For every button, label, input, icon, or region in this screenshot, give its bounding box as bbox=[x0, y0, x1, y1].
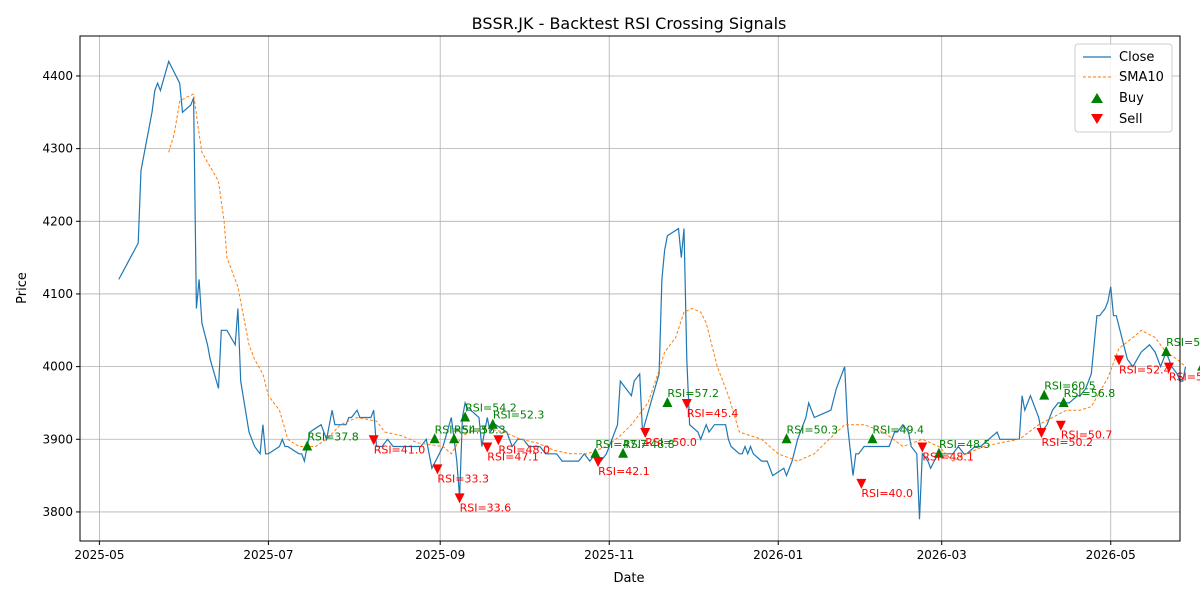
x-axis-ticks: 2025-05 2025-07 2025-09 2025-11 2026-01 2026-… bbox=[74, 541, 1136, 562]
buy-marker bbox=[1058, 396, 1069, 407]
buy-annotation: RSI=48.8 bbox=[623, 438, 675, 451]
buy-marker bbox=[662, 396, 673, 407]
legend-sell-marker bbox=[1091, 114, 1103, 124]
sell-marker bbox=[368, 435, 379, 446]
y-tick-label: 4000 bbox=[42, 360, 73, 374]
sell-marker bbox=[1055, 420, 1066, 431]
buy-annotation: RSI=57.2 bbox=[667, 387, 719, 400]
buy-marker bbox=[618, 447, 629, 458]
close-line bbox=[118, 59, 1187, 520]
legend: Close SMA10 Buy Sell bbox=[1074, 43, 1173, 133]
buy-annotation: RSI=60.5 bbox=[1044, 380, 1096, 393]
buy-annotation: RSI=37.8 bbox=[307, 431, 359, 444]
x-axis-label: Date bbox=[613, 571, 644, 586]
buy-marker bbox=[487, 418, 498, 429]
legend-close-label: Close bbox=[1119, 50, 1154, 65]
x-tick-label: 2025-07 bbox=[243, 548, 293, 562]
x-tick-label: 2026-03 bbox=[917, 548, 967, 562]
x-tick-label: 2025-11 bbox=[584, 548, 634, 562]
buy-marker bbox=[449, 433, 460, 444]
sell-marker bbox=[856, 478, 867, 489]
x-tick-label: 2025-09 bbox=[415, 548, 465, 562]
sell-annotation: RSI=33.6 bbox=[460, 501, 512, 514]
x-tick-label: 2026-05 bbox=[1086, 548, 1136, 562]
buy-marker bbox=[867, 433, 878, 444]
legend-box bbox=[1074, 43, 1173, 133]
sell-marker bbox=[917, 442, 928, 453]
sell-annotation: RSI=42.1 bbox=[598, 465, 650, 478]
y-tick-label: 4300 bbox=[42, 142, 73, 156]
sell-marker bbox=[593, 457, 604, 468]
y-axis-label: Price bbox=[15, 272, 30, 304]
buy-annotation: RSI=48.5 bbox=[939, 438, 991, 451]
sell-marker bbox=[1114, 355, 1125, 366]
sell-annotation: RSI=47.1 bbox=[487, 451, 539, 464]
sell-marker bbox=[1163, 362, 1174, 373]
buy-annotation: RSI=54.2 bbox=[465, 401, 517, 414]
buy-annotation: RSI=54.3 bbox=[435, 423, 487, 436]
chart-title: BSSR.JK - Backtest RSI Crossing Signals bbox=[472, 14, 787, 33]
plot-frame bbox=[79, 35, 1181, 542]
plot-lines bbox=[118, 59, 1187, 520]
sell-annotation: RSI=48.0 bbox=[498, 443, 550, 456]
y-tick-label: 4100 bbox=[42, 287, 73, 301]
y-axis-ticks: 3800 3900 4000 4100 4200 4300 4400 bbox=[42, 69, 80, 519]
buy-marker bbox=[781, 433, 792, 444]
sell-annotation: RSI=50.2 bbox=[1041, 436, 1093, 449]
sell-annotation: RSI=50.1 bbox=[1169, 371, 1200, 384]
buy-marker bbox=[590, 447, 601, 458]
sell-marker bbox=[432, 464, 443, 475]
legend-buy-marker bbox=[1091, 93, 1103, 103]
legend-buy-label: Buy bbox=[1119, 91, 1144, 106]
sell-annotation: RSI=41.0 bbox=[374, 443, 426, 456]
buy-annotation: RSI=47.7 bbox=[595, 438, 647, 451]
sell-marker bbox=[454, 493, 465, 504]
sell-marker bbox=[1036, 428, 1047, 439]
sell-marker bbox=[640, 428, 651, 439]
buy-annotation: RSI=50.3 bbox=[787, 423, 839, 436]
sell-annotation: RSI=40.0 bbox=[861, 487, 913, 500]
buy-marker bbox=[429, 433, 440, 444]
legend-sma10-label: SMA10 bbox=[1119, 70, 1164, 85]
buy-marker bbox=[302, 440, 313, 451]
buy-annotation: RSI=55.8 bbox=[1166, 336, 1200, 349]
buy-annotation: RSI=56.8 bbox=[1064, 387, 1116, 400]
y-tick-label: 4400 bbox=[42, 69, 73, 83]
buy-annotation: RSI=53.3 bbox=[454, 423, 506, 436]
sell-marker bbox=[482, 442, 493, 453]
x-tick-label: 2025-05 bbox=[74, 548, 124, 562]
buy-marker bbox=[1039, 389, 1050, 400]
sell-annotation: RSI=48.1 bbox=[922, 451, 974, 464]
sell-annotation: RSI=52.4 bbox=[1119, 363, 1171, 376]
x-tick-label: 2026-01 bbox=[753, 548, 803, 562]
sell-marker bbox=[493, 435, 504, 446]
y-tick-label: 3800 bbox=[42, 505, 73, 519]
signal-markers bbox=[302, 346, 1200, 504]
y-tick-label: 3900 bbox=[42, 432, 73, 446]
buy-marker bbox=[1197, 364, 1200, 371]
buy-marker bbox=[933, 447, 944, 458]
sell-annotation: RSI=45.4 bbox=[687, 407, 739, 420]
sell-annotation: RSI=33.3 bbox=[437, 472, 489, 485]
legend-sell-label: Sell bbox=[1119, 112, 1142, 127]
buy-annotation: RSI=52.3 bbox=[493, 409, 545, 422]
sell-annotation: RSI=50.7 bbox=[1061, 429, 1113, 442]
buy-marker bbox=[460, 411, 471, 422]
grid-lines bbox=[80, 36, 1180, 541]
sell-marker bbox=[681, 398, 692, 409]
sma10-line bbox=[168, 93, 1186, 462]
buy-annotation: RSI=49.4 bbox=[872, 423, 924, 436]
buy-marker bbox=[1161, 346, 1172, 357]
y-tick-label: 4200 bbox=[42, 214, 73, 228]
sell-annotation: RSI=50.0 bbox=[645, 436, 697, 449]
